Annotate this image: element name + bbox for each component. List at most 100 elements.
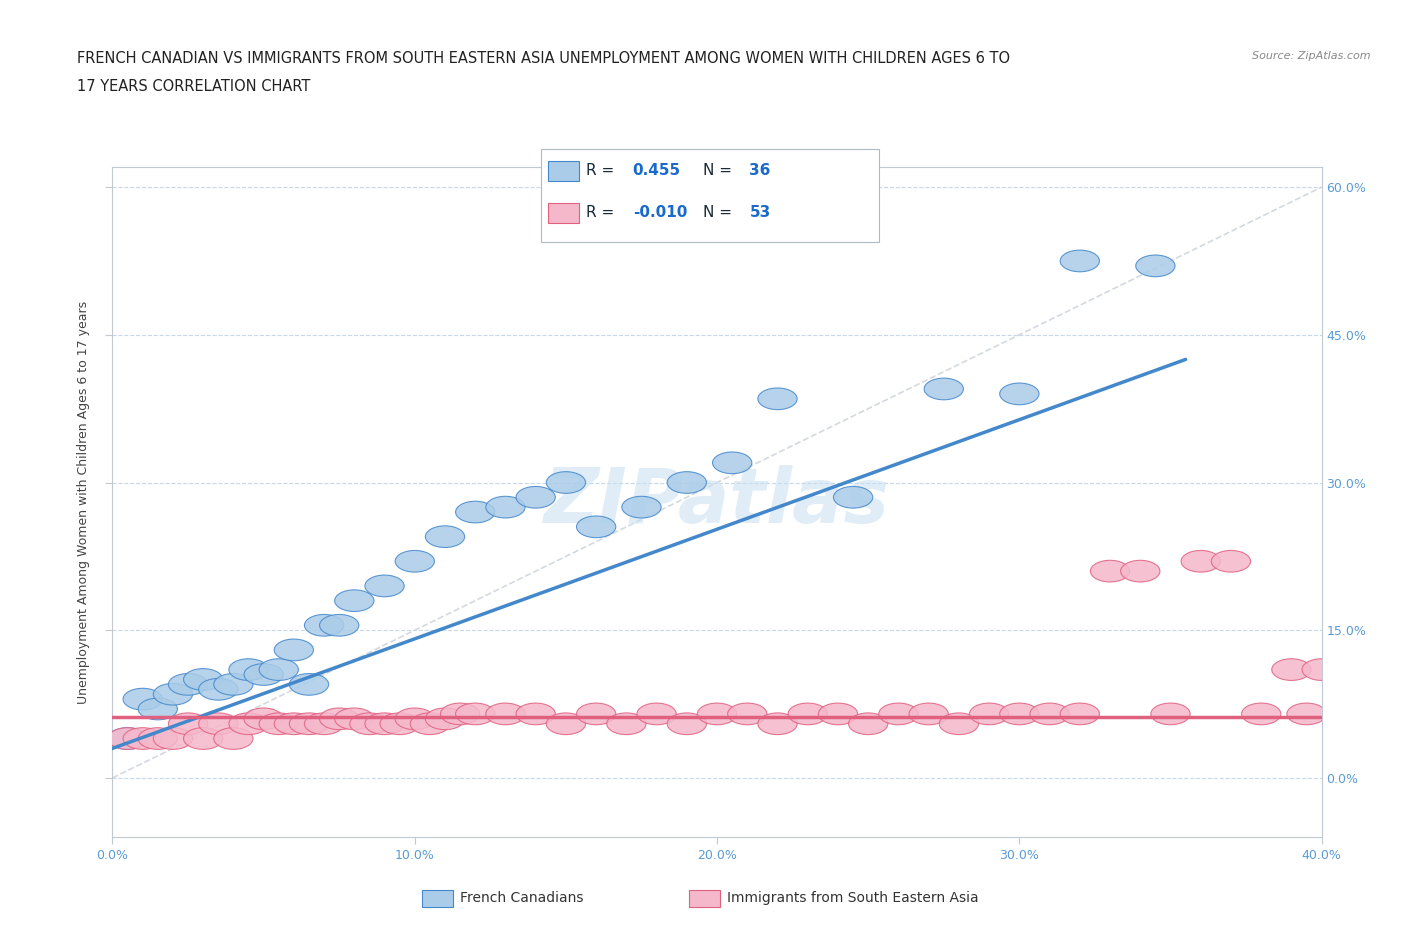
Ellipse shape — [214, 673, 253, 696]
Ellipse shape — [426, 525, 464, 548]
Ellipse shape — [834, 486, 873, 508]
Ellipse shape — [547, 713, 585, 735]
Text: 0.455: 0.455 — [633, 163, 681, 178]
Text: -0.010: -0.010 — [633, 206, 688, 220]
Ellipse shape — [486, 497, 524, 518]
Ellipse shape — [1000, 383, 1039, 405]
Ellipse shape — [924, 379, 963, 400]
Ellipse shape — [229, 658, 269, 681]
Ellipse shape — [713, 452, 752, 473]
Ellipse shape — [380, 713, 419, 735]
Ellipse shape — [214, 727, 253, 750]
Ellipse shape — [366, 713, 404, 735]
Ellipse shape — [138, 727, 177, 750]
Ellipse shape — [169, 713, 208, 735]
Ellipse shape — [184, 727, 222, 750]
Text: N =: N = — [703, 206, 733, 220]
Ellipse shape — [697, 703, 737, 724]
Ellipse shape — [440, 703, 479, 724]
Y-axis label: Unemployment Among Women with Children Ages 6 to 17 years: Unemployment Among Women with Children A… — [76, 300, 90, 704]
Ellipse shape — [486, 703, 524, 724]
Ellipse shape — [1286, 703, 1326, 724]
Ellipse shape — [456, 501, 495, 523]
Text: 36: 36 — [749, 163, 770, 178]
Ellipse shape — [274, 639, 314, 660]
Ellipse shape — [153, 684, 193, 705]
Ellipse shape — [849, 713, 887, 735]
Ellipse shape — [1031, 703, 1069, 724]
Ellipse shape — [395, 551, 434, 572]
Ellipse shape — [305, 615, 343, 636]
Ellipse shape — [350, 713, 389, 735]
Ellipse shape — [939, 713, 979, 735]
Ellipse shape — [124, 727, 162, 750]
Text: N =: N = — [703, 163, 733, 178]
Ellipse shape — [229, 713, 269, 735]
Ellipse shape — [259, 658, 298, 681]
Text: ZIPatlas: ZIPatlas — [544, 465, 890, 539]
Ellipse shape — [818, 703, 858, 724]
Ellipse shape — [395, 708, 434, 730]
Ellipse shape — [668, 713, 706, 735]
Ellipse shape — [668, 472, 706, 493]
Ellipse shape — [1241, 703, 1281, 724]
Ellipse shape — [274, 713, 314, 735]
Ellipse shape — [305, 713, 343, 735]
Ellipse shape — [728, 703, 766, 724]
Text: R =: R = — [586, 206, 614, 220]
Ellipse shape — [290, 713, 329, 735]
Ellipse shape — [411, 713, 450, 735]
Text: 17 YEARS CORRELATION CHART: 17 YEARS CORRELATION CHART — [77, 79, 311, 94]
Ellipse shape — [198, 679, 238, 700]
Text: 53: 53 — [749, 206, 770, 220]
Ellipse shape — [124, 688, 162, 710]
Ellipse shape — [319, 708, 359, 730]
Ellipse shape — [637, 703, 676, 724]
Ellipse shape — [1302, 658, 1341, 681]
Ellipse shape — [245, 708, 283, 730]
Ellipse shape — [335, 708, 374, 730]
Text: R =: R = — [586, 163, 614, 178]
Ellipse shape — [169, 673, 208, 696]
Ellipse shape — [1060, 703, 1099, 724]
Ellipse shape — [1060, 250, 1099, 272]
Ellipse shape — [1000, 703, 1039, 724]
Ellipse shape — [426, 708, 464, 730]
Ellipse shape — [153, 727, 193, 750]
Ellipse shape — [758, 713, 797, 735]
Ellipse shape — [1272, 658, 1310, 681]
Text: Immigrants from South Eastern Asia: Immigrants from South Eastern Asia — [727, 891, 979, 906]
Ellipse shape — [1091, 560, 1129, 582]
Ellipse shape — [516, 703, 555, 724]
Ellipse shape — [319, 615, 359, 636]
Text: FRENCH CANADIAN VS IMMIGRANTS FROM SOUTH EASTERN ASIA UNEMPLOYMENT AMONG WOMEN W: FRENCH CANADIAN VS IMMIGRANTS FROM SOUTH… — [77, 51, 1011, 66]
Ellipse shape — [607, 713, 645, 735]
Ellipse shape — [138, 698, 177, 720]
Ellipse shape — [758, 388, 797, 409]
Ellipse shape — [1212, 551, 1250, 572]
Ellipse shape — [335, 590, 374, 612]
Ellipse shape — [621, 497, 661, 518]
Ellipse shape — [366, 575, 404, 597]
Ellipse shape — [198, 713, 238, 735]
Ellipse shape — [1136, 255, 1175, 277]
Ellipse shape — [516, 486, 555, 508]
Ellipse shape — [1121, 560, 1160, 582]
Ellipse shape — [576, 516, 616, 538]
Ellipse shape — [245, 664, 283, 685]
Ellipse shape — [259, 713, 298, 735]
Ellipse shape — [910, 703, 948, 724]
Ellipse shape — [108, 727, 148, 750]
Ellipse shape — [789, 703, 827, 724]
Ellipse shape — [879, 703, 918, 724]
Ellipse shape — [1181, 551, 1220, 572]
Ellipse shape — [184, 669, 222, 690]
Ellipse shape — [547, 472, 585, 493]
Ellipse shape — [290, 673, 329, 696]
Text: Source: ZipAtlas.com: Source: ZipAtlas.com — [1253, 51, 1371, 61]
Ellipse shape — [970, 703, 1008, 724]
Text: French Canadians: French Canadians — [460, 891, 583, 906]
Ellipse shape — [456, 703, 495, 724]
Ellipse shape — [576, 703, 616, 724]
Ellipse shape — [108, 727, 148, 750]
